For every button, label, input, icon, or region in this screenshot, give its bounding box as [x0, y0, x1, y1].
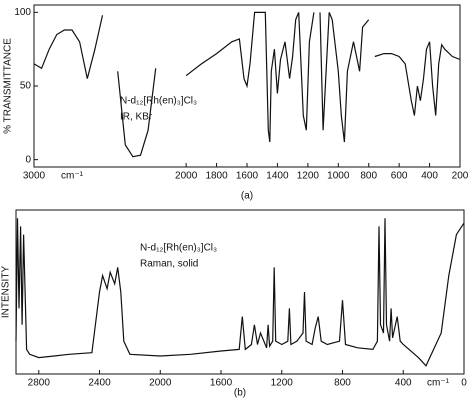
x-tick-label: 0 — [461, 378, 467, 389]
x-tick-label: 1600 — [210, 378, 233, 389]
x-unit: cm⁻¹ — [61, 171, 84, 182]
x-unit: cm⁻¹ — [427, 378, 450, 389]
caption: (b) — [234, 388, 246, 399]
x-tick-label: 400 — [421, 171, 438, 182]
caption: (a) — [241, 191, 253, 202]
x-tick-label: 1400 — [266, 171, 289, 182]
x-tick-label: 800 — [360, 171, 377, 182]
annotation: IR, KBr — [120, 112, 153, 123]
y-tick-label: 100 — [14, 7, 31, 18]
plot-frame — [15, 209, 465, 375]
x-tick-label: 400 — [395, 378, 412, 389]
y-axis-label: % TRANSMITTANCE — [3, 38, 14, 134]
x-tick-label: 2000 — [149, 378, 172, 389]
annotation: N-d₁₂[Rh(en)₃]Cl₃ — [120, 96, 197, 107]
spectrum-line — [33, 11, 461, 158]
x-tick-label: 3000 — [23, 171, 46, 182]
x-tick-label: 2400 — [88, 378, 111, 389]
y-axis-label: INTENSITY — [1, 266, 12, 319]
x-tick-label: 2800 — [28, 378, 51, 389]
x-tick-label: 1200 — [271, 378, 294, 389]
x-tick-label: 1800 — [205, 171, 228, 182]
x-tick-label: 1200 — [297, 171, 320, 182]
x-tick-label: 1600 — [236, 171, 259, 182]
y-tick-label: 50 — [20, 81, 32, 92]
x-tick-label: 2000 — [175, 171, 198, 182]
x-tick-label: 1000 — [327, 171, 350, 182]
annotation: N-d₁₂[Rh(en)₃]Cl₃ — [140, 243, 217, 254]
x-tick-label: 800 — [334, 378, 351, 389]
annotation: Raman, solid — [140, 259, 198, 270]
x-tick-label: 200 — [452, 171, 469, 182]
y-tick-label: 0 — [25, 154, 31, 165]
x-tick-label: 600 — [391, 171, 408, 182]
spectrum-line — [15, 218, 465, 367]
